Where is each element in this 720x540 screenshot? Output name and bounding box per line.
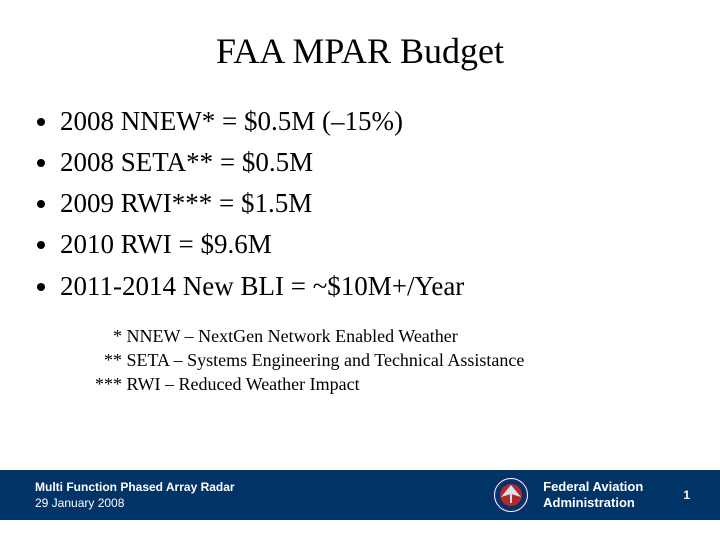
page-number: 1 bbox=[683, 488, 690, 502]
footnote: * NNEW – NextGen Network Enabled Weather bbox=[95, 324, 720, 348]
footnote-block: * NNEW – NextGen Network Enabled Weather… bbox=[95, 324, 720, 397]
footer-org-line1: Federal Aviation bbox=[543, 479, 643, 495]
list-item: 2009 RWI*** = $1.5M bbox=[60, 184, 720, 223]
bullet-list: 2008 NNEW* = $0.5M (–15%) 2008 SETA** = … bbox=[60, 102, 720, 306]
page-title: FAA MPAR Budget bbox=[0, 0, 720, 72]
slide: FAA MPAR Budget 2008 NNEW* = $0.5M (–15%… bbox=[0, 0, 720, 540]
footnote: ** SETA – Systems Engineering and Techni… bbox=[95, 348, 720, 372]
list-item: 2008 NNEW* = $0.5M (–15%) bbox=[60, 102, 720, 141]
faa-seal-icon bbox=[491, 475, 531, 515]
footer-left: Multi Function Phased Array Radar 29 Jan… bbox=[0, 479, 491, 511]
footer-org-line2: Administration bbox=[543, 495, 643, 511]
footer-bar: Multi Function Phased Array Radar 29 Jan… bbox=[0, 470, 720, 520]
footnote: *** RWI – Reduced Weather Impact bbox=[95, 372, 720, 396]
list-item: 2011-2014 New BLI = ~$10M+/Year bbox=[60, 267, 720, 306]
list-item: 2010 RWI = $9.6M bbox=[60, 225, 720, 264]
footer-org: Federal Aviation Administration bbox=[543, 479, 643, 512]
footer-date: 29 January 2008 bbox=[35, 495, 491, 511]
list-item: 2008 SETA** = $0.5M bbox=[60, 143, 720, 182]
footer-project-title: Multi Function Phased Array Radar bbox=[35, 479, 491, 495]
